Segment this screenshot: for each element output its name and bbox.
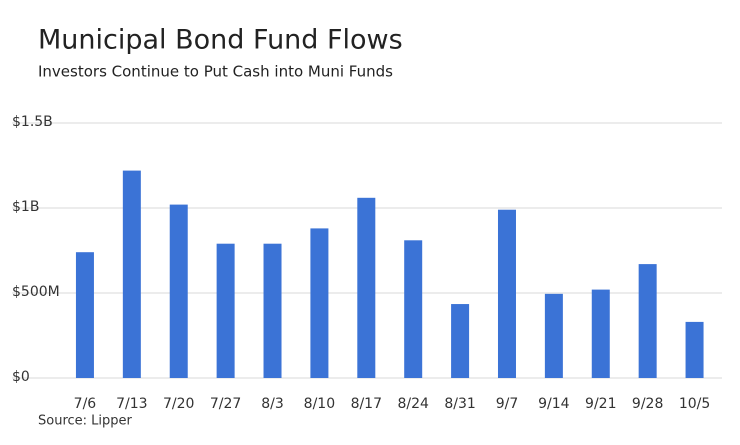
x-tick-label: 7/6 [74,396,97,412]
x-tick-label: 9/14 [538,396,570,412]
y-tick-label: $500M [12,284,60,300]
bar [404,240,423,378]
x-tick-label: 9/28 [632,396,663,412]
bar [451,304,470,378]
x-tick-label: 8/31 [444,396,475,412]
chart-subtitle: Investors Continue to Put Cash into Muni… [38,63,393,81]
bar [591,289,610,378]
source-note: Source: Lipper [38,414,133,429]
chart-title: Municipal Bond Fund Flows [38,25,403,56]
x-tick-label: 8/3 [261,396,284,412]
bar [685,321,704,378]
y-tick-label: $1.5B [12,114,53,130]
bar [169,204,188,378]
bar [216,243,235,378]
x-tick-label: 10/5 [679,396,710,412]
y-tick-label: $0 [12,369,30,385]
bar [497,209,516,378]
x-tick-label: 9/21 [585,396,616,412]
y-tick-label: $1B [12,199,39,215]
bar [357,197,376,378]
x-tick-label: 7/13 [116,396,147,412]
x-tick-label: 8/10 [304,396,335,412]
x-tick-label: 9/7 [496,396,519,412]
bar [75,252,94,378]
x-tick-label: 7/20 [163,396,194,412]
x-tick-label: 7/27 [210,396,241,412]
x-tick-label: 8/17 [351,396,382,412]
bar [310,228,329,378]
bar [544,293,563,378]
bar [122,170,141,378]
bar [638,264,657,378]
x-tick-label: 8/24 [397,396,429,412]
bar [263,243,282,378]
